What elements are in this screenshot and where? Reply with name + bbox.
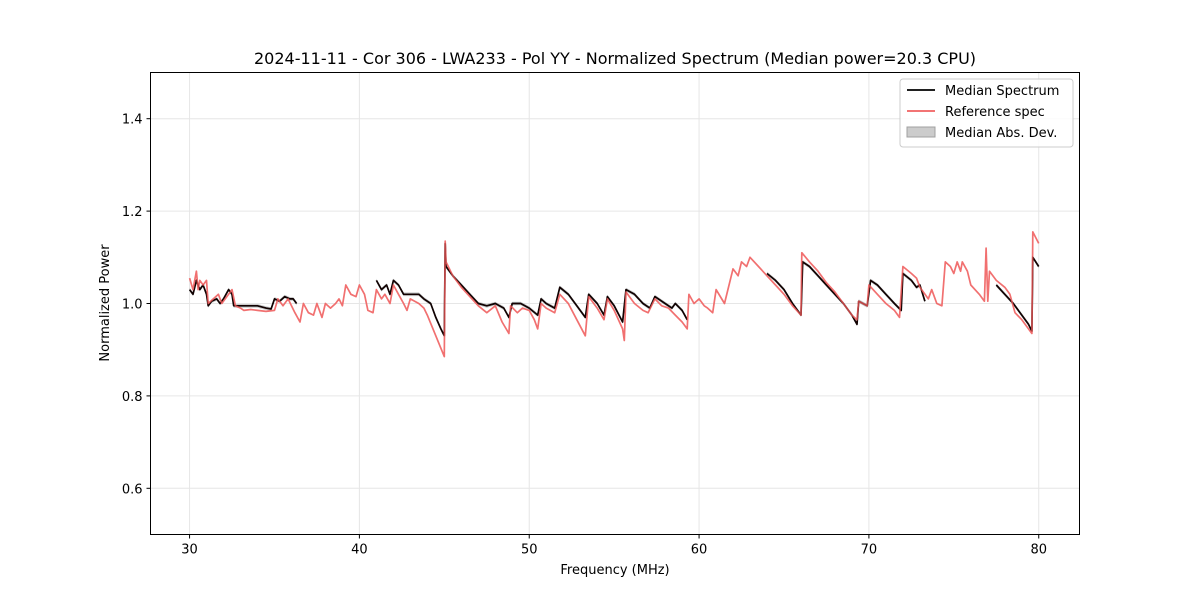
x-tick-label: 70 xyxy=(861,543,878,558)
legend-label-median: Median Spectrum xyxy=(945,84,1059,99)
legend: Median Spectrum Reference spec Median Ab… xyxy=(899,78,1074,148)
x-tick-label: 50 xyxy=(521,543,538,558)
chart-title: 2024-11-11 - Cor 306 - LWA233 - Pol YY -… xyxy=(254,49,976,68)
x-axis-ticks: 30 40 50 60 70 80 xyxy=(181,534,1047,558)
x-axis-title: Frequency (MHz) xyxy=(560,563,669,578)
y-tick-label: 0.6 xyxy=(122,482,143,497)
median-overlay-line xyxy=(766,260,926,327)
legend-label-mad: Median Abs. Dev. xyxy=(945,126,1057,141)
legend-swatch-mad xyxy=(906,126,936,138)
y-axis-title: Normalized Power xyxy=(98,244,113,362)
x-tick-label: 30 xyxy=(181,543,198,558)
y-tick-label: 1.0 xyxy=(122,298,143,313)
x-tick-label: 40 xyxy=(351,543,368,558)
x-tick-label: 60 xyxy=(691,543,708,558)
median-spectrum-line xyxy=(375,242,688,337)
legend-label-reference: Reference spec xyxy=(945,105,1045,120)
median-overlay-line xyxy=(995,255,1040,332)
y-tick-label: 1.2 xyxy=(122,205,143,220)
legend-box xyxy=(899,78,1074,148)
y-tick-label: 1.4 xyxy=(122,113,143,128)
mad-band-segment xyxy=(189,278,297,311)
y-tick-label: 0.8 xyxy=(122,390,143,405)
x-tick-label: 80 xyxy=(1030,543,1047,558)
series-lines xyxy=(188,231,1040,358)
reference-spec-line xyxy=(188,231,1040,358)
median-overlay-line xyxy=(375,243,688,337)
y-axis-ticks: 0.6 0.8 1.0 1.2 1.4 xyxy=(122,113,151,497)
median-overlay-line xyxy=(189,278,298,310)
